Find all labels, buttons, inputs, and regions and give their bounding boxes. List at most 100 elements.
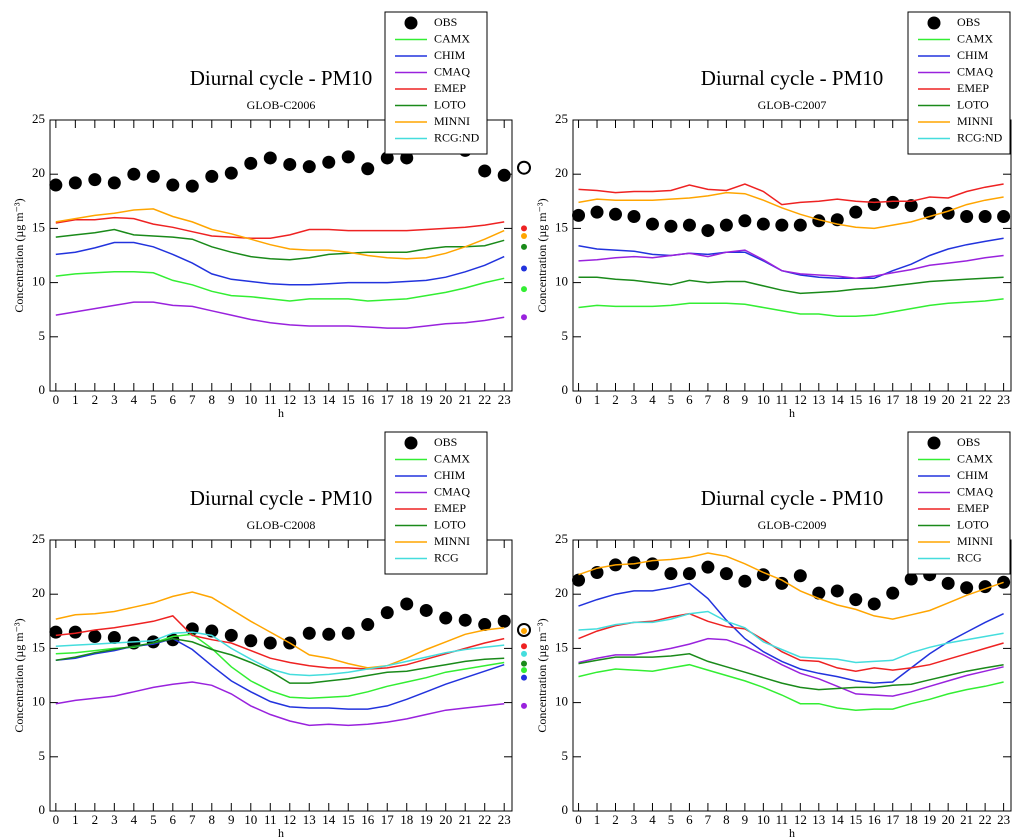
legend-label: LOTO	[957, 517, 989, 531]
x-tick-label: 18	[400, 812, 413, 827]
chart-title: Diurnal cycle - PM10	[190, 66, 373, 90]
y-tick-label: 0	[39, 382, 46, 397]
x-tick-label: 9	[742, 392, 749, 407]
chart-subtitle: GLOB-C2007	[758, 98, 827, 112]
obs-point	[263, 151, 277, 165]
obs-point	[380, 606, 394, 620]
obs-point	[107, 631, 121, 645]
y-tick-label: 15	[555, 639, 568, 654]
x-tick-label: 21	[459, 392, 472, 407]
obs-point	[302, 626, 316, 640]
side-marker	[521, 660, 527, 667]
series-line	[55, 208, 505, 260]
obs-point	[49, 178, 63, 192]
side-marker	[521, 650, 527, 657]
legend-box	[384, 11, 488, 155]
side-marker	[521, 286, 527, 293]
x-tick-label: 22	[478, 812, 491, 827]
x-tick-label: 15	[342, 392, 355, 407]
obs-point	[793, 569, 807, 583]
legend-label: LOTO	[957, 97, 989, 111]
x-tick-label: 15	[342, 812, 355, 827]
legend-label: RCG	[434, 550, 459, 564]
x-tick-label: 6	[170, 392, 177, 407]
obs-point	[127, 167, 141, 181]
obs-point	[645, 217, 659, 231]
y-tick-label: 20	[32, 585, 45, 600]
x-tick-label: 7	[705, 812, 712, 827]
obs-point	[400, 151, 414, 165]
x-tick-label: 6	[686, 392, 693, 407]
y-tick-label: 15	[32, 219, 45, 234]
y-tick-label: 5	[39, 748, 46, 763]
legend-label: RCG:ND	[957, 130, 1003, 144]
obs-point	[419, 603, 433, 617]
obs-point	[682, 218, 696, 232]
x-tick-label: 14	[322, 392, 336, 407]
series-line	[55, 637, 505, 710]
series-line	[55, 271, 505, 302]
y-tick-label: 10	[32, 694, 45, 709]
x-tick-label: 23	[498, 392, 511, 407]
side-marker	[517, 622, 531, 637]
obs-point	[812, 214, 826, 228]
obs-point	[341, 150, 355, 164]
obs-point	[322, 627, 336, 641]
obs-point	[997, 575, 1011, 589]
obs-point	[645, 557, 659, 571]
obs-point	[719, 218, 733, 232]
x-tick-label: 16	[361, 392, 375, 407]
side-marker	[521, 702, 527, 709]
obs-point	[867, 198, 881, 212]
x-tick-label: 10	[244, 812, 257, 827]
legend-label: OBS	[434, 435, 457, 449]
legend-label: OBS	[957, 435, 980, 449]
obs-point	[68, 176, 82, 190]
x-tick-label: 9	[228, 812, 235, 827]
x-tick-label: 4	[649, 812, 656, 827]
x-tick-label: 17	[381, 812, 395, 827]
x-axis-label: h	[789, 826, 795, 839]
obs-point	[738, 214, 752, 228]
x-tick-label: 22	[478, 392, 491, 407]
x-tick-label: 22	[979, 812, 992, 827]
obs-point	[68, 625, 82, 639]
series-line	[578, 663, 1004, 711]
legend-label: MINNI	[434, 534, 470, 548]
series-line	[578, 637, 1004, 697]
x-tick-label: 13	[303, 392, 316, 407]
x-tick-label: 21	[960, 812, 973, 827]
chart-title: Diurnal cycle - PM10	[190, 486, 373, 510]
x-tick-label: 8	[723, 392, 730, 407]
x-tick-label: 14	[831, 812, 845, 827]
obs-point	[107, 176, 121, 190]
obs-point	[224, 166, 238, 180]
x-tick-label: 23	[997, 812, 1010, 827]
x-tick-label: 11	[264, 392, 277, 407]
side-marker	[521, 667, 527, 674]
series-line	[578, 249, 1004, 280]
legend-label: CAMX	[434, 31, 470, 45]
obs-point	[867, 597, 881, 611]
obs-point	[497, 614, 511, 628]
x-tick-label: 23	[997, 392, 1010, 407]
plot-frame	[572, 119, 1012, 392]
obs-point	[756, 217, 770, 231]
obs-point	[185, 179, 199, 193]
x-tick-label: 16	[361, 812, 375, 827]
series-line	[55, 681, 505, 727]
y-tick-label: 5	[562, 328, 569, 343]
y-tick-label: 0	[39, 802, 46, 817]
x-tick-label: 17	[381, 392, 395, 407]
obs-point	[941, 206, 955, 220]
x-tick-label: 22	[979, 392, 992, 407]
legend-label: CHIM	[957, 468, 989, 482]
series-line	[578, 612, 1004, 672]
legend-label: OBS	[957, 15, 980, 29]
x-tick-label: 10	[757, 392, 770, 407]
x-tick-label: 6	[170, 812, 177, 827]
x-axis-label: h	[789, 406, 795, 420]
x-tick-label: 20	[942, 392, 955, 407]
y-tick-label: 0	[562, 802, 569, 817]
x-tick-label: 5	[668, 392, 675, 407]
